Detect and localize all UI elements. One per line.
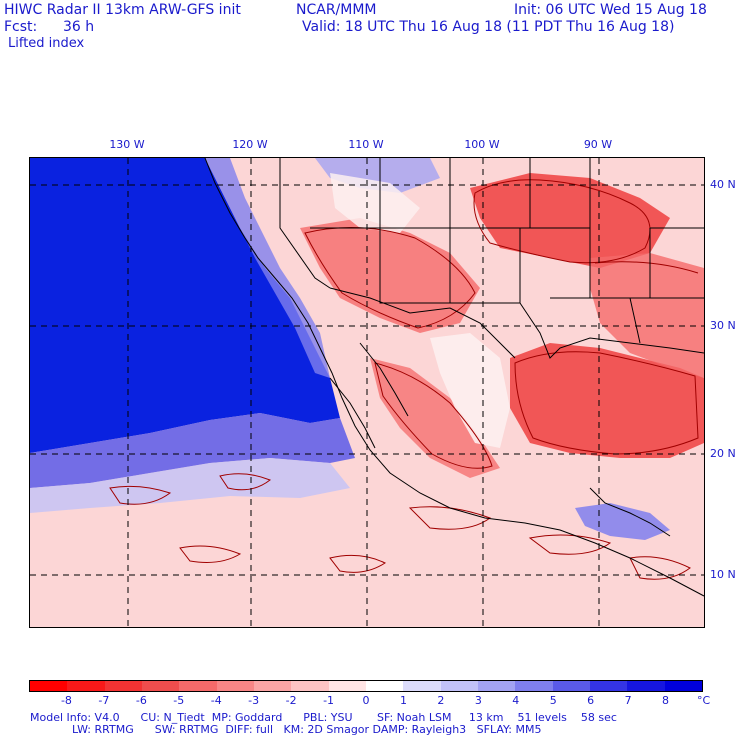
colorbar-segment xyxy=(104,681,142,691)
colorbar-segment xyxy=(291,681,329,691)
center-label: NCAR/MMM xyxy=(296,2,377,18)
colorbar-segment xyxy=(216,681,254,691)
stable-transition-band xyxy=(30,413,355,488)
colorbar-segment xyxy=(440,681,478,691)
valid-time: Valid: 18 UTC Thu 16 Aug 18 (11 PDT Thu … xyxy=(302,19,675,35)
stable-pacific-region xyxy=(30,158,340,453)
colorbar-segment xyxy=(403,681,441,691)
colorbar-tick-label: -5 xyxy=(173,694,185,707)
stable-coastal-strip xyxy=(205,158,330,378)
colorbar-tick-label: 4 xyxy=(512,694,520,707)
lon-label-100w: 100 W xyxy=(464,138,500,151)
lon-label-120w: 120 W xyxy=(232,138,268,151)
colorbar-segment xyxy=(589,681,628,691)
lat-label-10n: 10 N xyxy=(710,568,736,581)
colorbar-tick-label: 5 xyxy=(549,694,557,707)
colorbar-tick-label: -7 xyxy=(98,694,110,707)
colorbar-tick-label: 1 xyxy=(399,694,407,707)
stable-light-band xyxy=(30,458,350,513)
colorbar-tick-label: 6 xyxy=(587,694,595,707)
colorbar-segment xyxy=(627,681,665,691)
lat-label-40n: 40 N xyxy=(710,178,736,191)
colorbar-tick-label: 8 xyxy=(662,694,670,707)
neutral-great-basin xyxy=(330,173,420,233)
unstable-gulf-region xyxy=(510,343,704,458)
model-info-line-1: Model Info: V4.0 CU: N_Tiedt MP: Goddard… xyxy=(30,711,617,724)
forecast-hour: 36 h xyxy=(63,19,95,35)
colorbar-segment xyxy=(67,681,105,691)
colorbar-tick-label: -6 xyxy=(135,694,147,707)
colorbar-unit: °C xyxy=(697,694,711,707)
unstable-southeast-region xyxy=(590,253,704,378)
colorbar-tick-label: -4 xyxy=(210,694,222,707)
lon-label-110w: 110 W xyxy=(348,138,384,151)
political-borders xyxy=(204,158,704,597)
lat-label-30n: 30 N xyxy=(710,319,736,332)
colorbar-segment xyxy=(328,681,366,691)
model-info-line-2: LW: RRTMG SW: RRTMG DIFF: full KM: 2D Sm… xyxy=(30,723,542,736)
lifted-index-map xyxy=(29,157,705,628)
model-title: HIWC Radar II 13km ARW-GFS init xyxy=(4,2,241,18)
lon-label-130w: 130 W xyxy=(109,138,145,151)
colorbar-segment xyxy=(30,681,68,691)
colorbar-segment xyxy=(664,681,702,691)
colorbar-segment xyxy=(515,681,553,691)
lat-label-20n: 20 N xyxy=(710,447,736,460)
lon-label-90w: 90 W xyxy=(583,138,613,151)
colorbar-segment xyxy=(179,681,217,691)
stable-north-patch xyxy=(315,158,440,193)
unstable-mexico-coast xyxy=(370,358,500,478)
colorbar-segment xyxy=(365,681,404,691)
colorbar-tick-label: -1 xyxy=(323,694,335,707)
unstable-southwest-region xyxy=(300,218,480,333)
latlon-grid xyxy=(30,158,704,627)
map-canvas xyxy=(30,158,704,627)
colorbar-tick-label: 2 xyxy=(437,694,445,707)
init-time: Init: 06 UTC Wed 15 Aug 18 xyxy=(514,2,707,18)
contour-lines xyxy=(109,179,699,580)
colorbar xyxy=(29,680,703,692)
neutral-mexico-plateau xyxy=(430,333,510,448)
colorbar-tick-label: -2 xyxy=(285,694,297,707)
colorbar-tick-label: 0 xyxy=(362,694,370,707)
colorbar-segment xyxy=(477,681,516,691)
colorbar-segment xyxy=(552,681,590,691)
colorbar-tick-label: -3 xyxy=(248,694,260,707)
colorbar-tick-label: 7 xyxy=(624,694,632,707)
field-name: Lifted index xyxy=(8,36,85,51)
colorbar-segment xyxy=(141,681,180,691)
forecast-label: Fcst: xyxy=(4,19,38,35)
colorbar-tick-label: 3 xyxy=(474,694,482,707)
colorbar-segment xyxy=(253,681,292,691)
colorbar-tick-label: -8 xyxy=(60,694,72,707)
